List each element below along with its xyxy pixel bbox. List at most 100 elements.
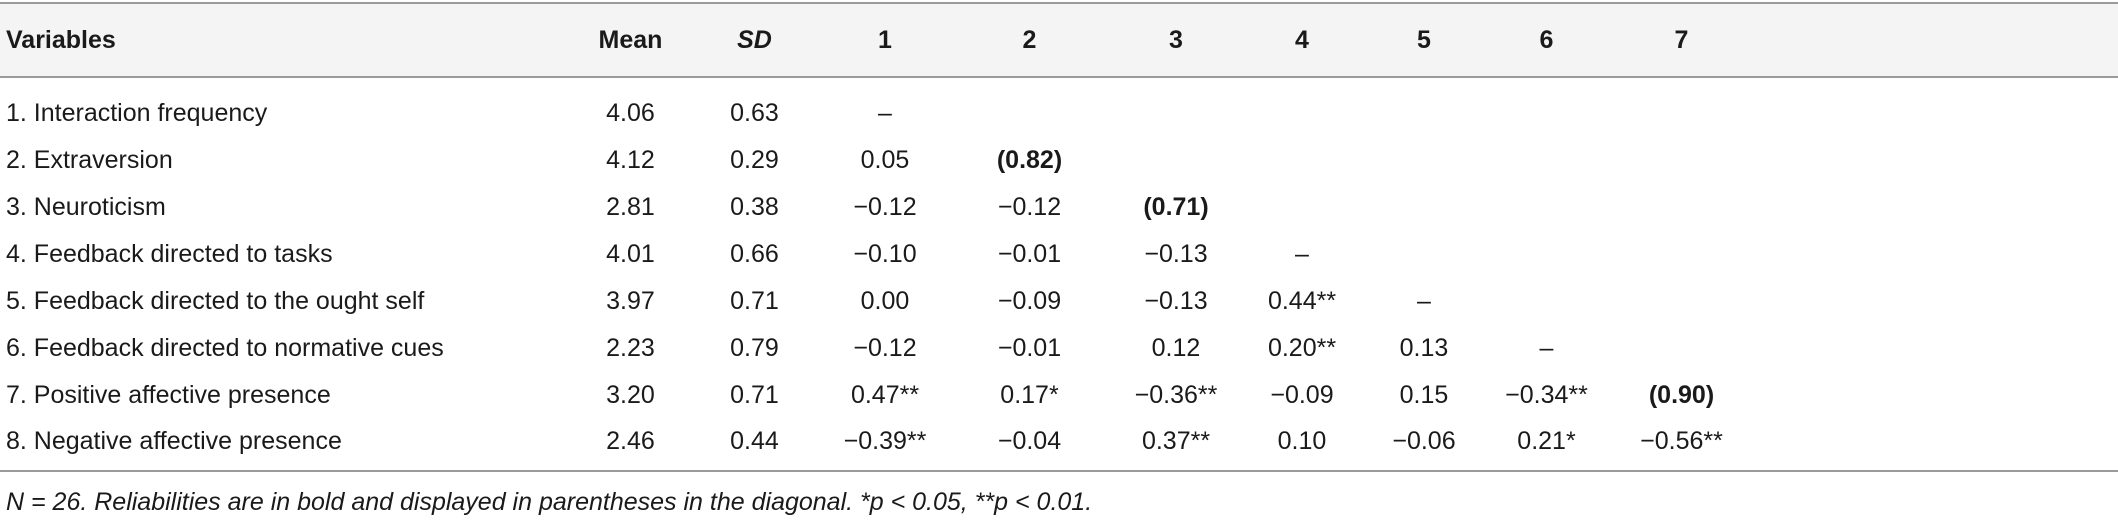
cell-r4 [1240,137,1364,184]
cell-r3: −0.13 [1144,287,1208,315]
cell-r4 [1240,184,1364,231]
cell-r7 [1609,77,1754,137]
header-col-4: 4 [1240,2,1364,78]
cell-r5: −0.06 [1364,419,1484,472]
table-row: 4. Feedback directed to tasks 4.01 0.66 −0.… [0,231,2118,278]
correlation-table: Variables Mean SD 1 2 3 4 5 6 7 8 1. Int… [0,2,2118,472]
cell-r2: (0.82) [996,146,1063,174]
cell-mean: 2.46 [575,419,686,472]
header-col-7: 7 [1609,2,1754,78]
header-mean: Mean [575,2,686,78]
cell-variable: 8. Negative affective presence [0,419,575,472]
cell-mean: 2.23 [606,334,655,362]
cell-r5 [1364,184,1484,231]
cell-r7: −0.56** [1609,419,1754,472]
cell-mean: 4.01 [606,240,655,268]
cell-r1: 0.47** [850,381,920,409]
cell-sd: 0.66 [730,240,779,268]
cell-r4: 0.10 [1240,419,1364,472]
cell-variable: 5. Feedback directed to the ought self [6,287,425,315]
cell-mean: 4.12 [606,146,655,174]
cell-sd: 0.38 [730,193,779,221]
cell-r6 [1484,77,1609,137]
cell-r8: (0.79) [1754,419,2118,472]
cell-variable: 2. Extraversion [6,146,173,174]
cell-r1: 0.00 [860,287,910,315]
cell-r7: (0.90) [1648,381,1715,409]
cell-sd: 0.63 [730,99,779,127]
cell-r8 [1754,278,2118,325]
cell-r2: −0.01 [997,240,1062,268]
cell-mean: 3.97 [606,287,655,315]
table-row: 3. Neuroticism 2.81 0.38 −0.12 −0.12 (0.71) [0,184,2118,231]
table-row: 6. Feedback directed to normative cues 2.… [0,325,2118,372]
cell-sd: 0.44 [686,419,823,472]
header-col-2: 2 [947,2,1112,78]
cell-r7 [1609,278,1754,325]
cell-r1: 0.05 [860,146,910,174]
header-col-6: 6 [1484,2,1609,78]
cell-r4: 0.20** [1267,334,1337,362]
cell-variable: 1. Interaction frequency [6,99,268,127]
cell-sd: 0.71 [730,287,779,315]
header-sd: SD [686,2,823,78]
cell-r2: −0.01 [997,334,1062,362]
cell-r6: −0.34** [1505,381,1588,409]
cell-variable: 4. Feedback directed to tasks [6,240,333,268]
cell-r4: – [1295,240,1309,268]
cell-r1: −0.12 [853,193,917,221]
cell-r1: – [878,99,892,127]
cell-r5: 0.13 [1399,334,1449,362]
cell-r3: 0.37** [1112,419,1240,472]
cell-r7 [1609,184,1754,231]
cell-r1: −0.39** [823,419,947,472]
header-col-8: 8 [1754,2,2118,78]
table-footnote: N = 26. Reliabilities are in bold and di… [6,488,1093,516]
cell-r2 [947,77,1112,137]
header-col-5: 5 [1364,2,1484,78]
cell-r4 [1240,77,1364,137]
cell-r8 [1754,372,2118,419]
header-row: Variables Mean SD 1 2 3 4 5 6 7 8 [0,2,2118,78]
cell-sd: 0.29 [730,146,779,174]
cell-variable: 3. Neuroticism [6,193,166,221]
cell-r6 [1484,231,1609,278]
cell-r6 [1484,137,1609,184]
table-row: 1. Interaction frequency 4.06 0.63 – [0,77,2118,137]
cell-r1: −0.12 [853,334,917,362]
table-body: 1. Interaction frequency 4.06 0.63 – 2. Extr… [0,77,2118,472]
cell-r2: −0.09 [997,287,1062,315]
cell-r3: (0.71) [1143,193,1209,221]
cell-r7 [1609,137,1754,184]
cell-r8 [1754,231,2118,278]
cell-sd: 0.71 [730,381,779,409]
table-row: 8. Negative affective presence 2.46 0.44 −0… [0,419,2118,472]
cell-mean: 3.20 [606,381,655,409]
cell-r8 [1754,184,2118,231]
cell-r5 [1364,137,1484,184]
table-row: 2. Extraversion 4.12 0.29 0.05 (0.82) [0,137,2118,184]
cell-r2: 0.17* [1000,381,1059,409]
cell-r2: −0.12 [997,193,1062,221]
cell-sd: 0.79 [730,334,779,362]
table-row: 5. Feedback directed to the ought self 3.… [0,278,2118,325]
cell-r7 [1609,325,1754,372]
cell-variable: 6. Feedback directed to normative cues [6,334,444,362]
cell-r5: 0.15 [1399,381,1449,409]
cell-r4: −0.09 [1270,381,1334,409]
cell-r6 [1484,184,1609,231]
cell-r4: 0.44** [1267,287,1337,315]
cell-variable: 7. Positive affective presence [6,381,331,409]
cell-r3: −0.13 [1144,240,1208,268]
cell-r1: −0.10 [853,240,917,268]
header-col-3: 3 [1112,2,1240,78]
cell-r6: – [1539,334,1554,362]
cell-r3 [1112,137,1240,184]
header-variables: Variables [0,2,575,78]
cell-r3 [1112,77,1240,137]
cell-r8 [1754,77,2118,137]
cell-r8 [1754,325,2118,372]
cell-r7 [1609,231,1754,278]
cell-r5 [1364,77,1484,137]
